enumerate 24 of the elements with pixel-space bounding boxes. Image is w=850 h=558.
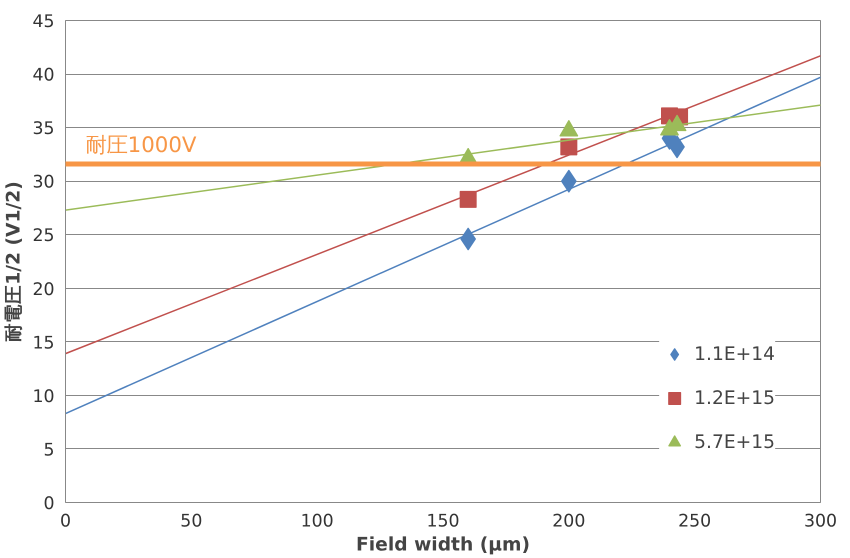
y-tick-label: 15 <box>32 333 55 354</box>
legend-label: 1.1E+14 <box>694 344 775 364</box>
x-tick-label: 50 <box>180 512 202 532</box>
ref-line-label: 耐圧1000V <box>86 133 197 158</box>
x-tick-label: 100 <box>300 512 334 532</box>
x-tick-label: 200 <box>552 512 586 532</box>
x-tick-label: 250 <box>678 512 712 532</box>
legend-label: 5.7E+15 <box>694 432 775 452</box>
y-axis-title: 耐電圧1/2 (V1/2) <box>3 181 24 342</box>
point <box>460 190 477 208</box>
y-tick-label: 35 <box>32 119 55 140</box>
y-tick-label: 30 <box>32 172 55 193</box>
y-tick-label: 0 <box>43 494 55 514</box>
y-tick-label: 10 <box>32 386 55 407</box>
x-axis-title: Field width (µm) <box>356 534 530 556</box>
x-tick-label: 0 <box>60 512 72 532</box>
y-tick-label: 45 <box>32 12 55 32</box>
y-tick-label: 40 <box>32 66 55 86</box>
y-tick-label: 25 <box>32 226 55 246</box>
x-tick-label: 150 <box>426 512 460 532</box>
legend-label: 1.2E+15 <box>694 388 775 408</box>
y-tick-label: 5 <box>43 440 55 460</box>
x-tick-label: 300 <box>804 512 838 532</box>
y-tick-label: 20 <box>32 280 55 300</box>
